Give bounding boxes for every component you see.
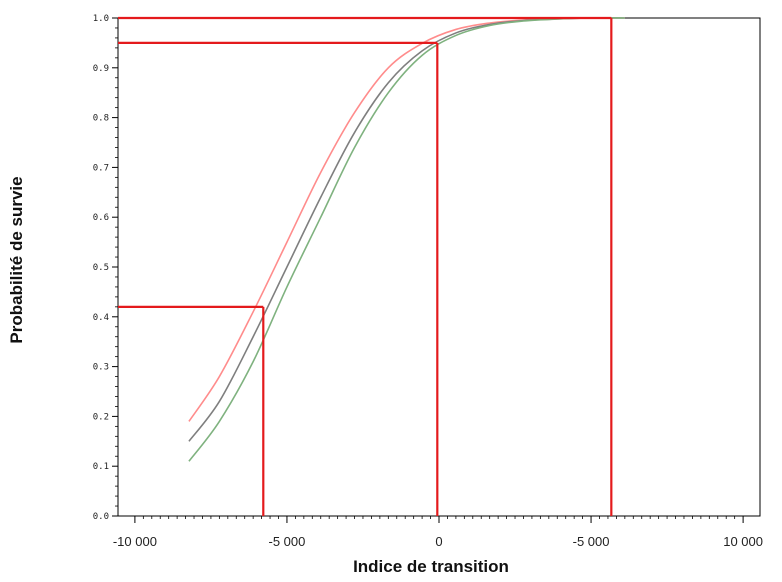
series-line-3 — [188, 17, 625, 462]
series-line-2 — [188, 17, 625, 442]
y-tick-label: 1.0 — [93, 14, 109, 24]
x-tick-label: -5 000 — [573, 534, 610, 549]
y-tick-label: 0.9 — [93, 64, 109, 74]
x-tick-label: 10 000 — [723, 534, 763, 549]
y-tick-label: 0.2 — [93, 412, 109, 422]
series-group — [188, 17, 625, 462]
y-tick-label: 0.8 — [93, 114, 109, 124]
x-tick-label: -10 000 — [113, 534, 157, 549]
y-tick-label: 0.1 — [93, 462, 109, 472]
x-axis-title: Indice de transition — [353, 557, 509, 576]
y-axis-title: Probabilité de survie — [7, 176, 26, 343]
ticks: 0.0 0.1 0.2 0.3 0.4 0.5 0.6 0.7 0.8 0.9 1.0 -10 000… — [93, 14, 763, 549]
y-tick-label: 0.7 — [93, 163, 109, 173]
y-tick-label: 0.0 — [93, 512, 109, 522]
axes — [117, 17, 761, 517]
x-tick-label: -5 000 — [269, 534, 306, 549]
plot-frame — [117, 17, 761, 517]
x-tick-label: 0 — [435, 534, 442, 549]
y-tick-label: 0.5 — [93, 263, 109, 273]
y-tick-label: 0.6 — [93, 213, 109, 223]
y-tick-label: 0.3 — [93, 363, 109, 373]
y-tick-label: 0.4 — [93, 313, 109, 323]
reference-lines — [118, 16, 613, 516]
